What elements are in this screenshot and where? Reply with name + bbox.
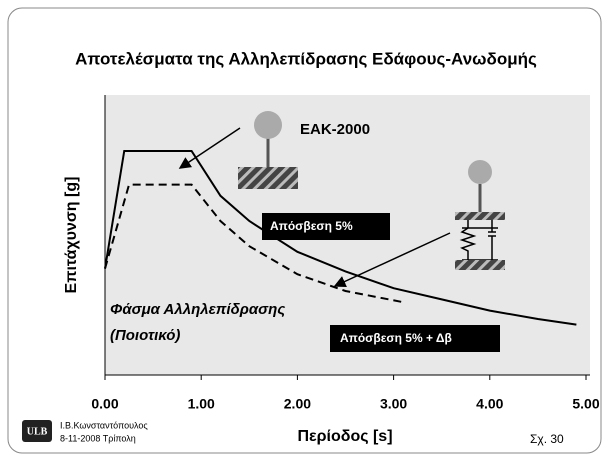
x-tick-label: 4.00 xyxy=(476,396,503,412)
x-tick-label: 0.00 xyxy=(91,396,118,412)
chart-title: Αποτελέσματα της Αλληλεπίδρασης Εδάφους-… xyxy=(75,49,537,68)
footer-date: 8-11-2008 Τρίπολη xyxy=(60,433,136,443)
logo: ULB xyxy=(27,426,48,437)
x-tick-label: 2.00 xyxy=(284,396,311,412)
x-axis-label: Περίοδος [s] xyxy=(297,428,392,445)
annotation: Απόσβεση 5% + Δβ xyxy=(340,331,452,345)
x-tick-label: 3.00 xyxy=(380,396,407,412)
annotation: (Ποιοτικό) xyxy=(110,327,180,344)
annotation: Φάσμα Αλληλεπίδρασης xyxy=(110,301,285,318)
annotation: ΕΑΚ-2000 xyxy=(300,121,370,138)
slide: Αποτελέσματα της Αλληλεπίδρασης Εδάφους-… xyxy=(0,0,609,461)
x-tick-label: 1.00 xyxy=(188,396,215,412)
annotation: Απόσβεση 5% xyxy=(270,219,353,233)
x-tick-label: 5.00 xyxy=(572,396,599,412)
y-axis-label: Επιτάχυνση [g] xyxy=(63,177,80,294)
footer-author: Ι.Β.Κωνσταντόπουλος xyxy=(60,420,148,430)
figure-number: Σχ. 30 xyxy=(530,432,564,446)
